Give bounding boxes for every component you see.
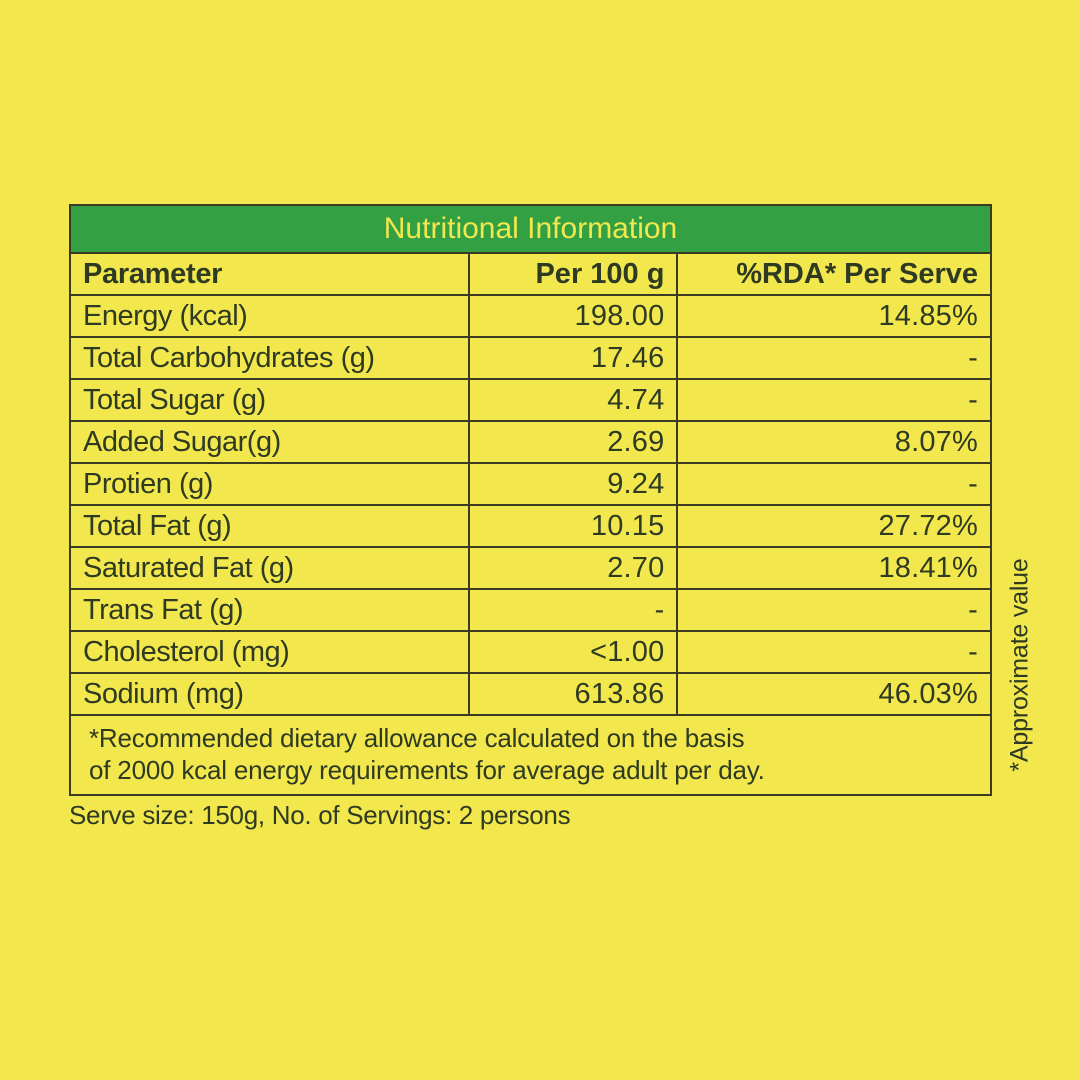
table-row: Sodium (mg) 613.86 46.03% bbox=[68, 672, 992, 716]
row-per-100g: 2.69 bbox=[468, 420, 679, 464]
table-title: Nutritional Information bbox=[69, 204, 992, 254]
serve-size-info: Serve size: 150g, No. of Servings: 2 per… bbox=[69, 800, 571, 830]
table-row: Protien (g) 9.24 - bbox=[68, 462, 992, 506]
row-parameter: Saturated Fat (g) bbox=[68, 546, 471, 590]
row-parameter: Cholesterol (mg) bbox=[68, 630, 471, 674]
row-parameter: Total Fat (g) bbox=[68, 504, 471, 548]
nutrition-panel: Nutritional Information Parameter Per 10… bbox=[68, 204, 992, 796]
row-parameter: Total Sugar (g) bbox=[68, 378, 471, 422]
table-row: Total Carbohydrates (g) 17.46 - bbox=[68, 336, 992, 380]
table-row: Saturated Fat (g) 2.70 18.41% bbox=[68, 546, 992, 590]
table-row: Added Sugar(g) 2.69 8.07% bbox=[68, 420, 992, 464]
row-rda: 18.41% bbox=[676, 546, 992, 590]
table-row: Energy (kcal) 198.00 14.85% bbox=[68, 294, 992, 338]
approximate-value-note: *Approximate value bbox=[1005, 558, 1034, 772]
row-parameter: Total Carbohydrates (g) bbox=[68, 336, 471, 380]
row-rda: 14.85% bbox=[676, 294, 992, 338]
table-row: Total Sugar (g) 4.74 - bbox=[68, 378, 992, 422]
header-rda-per-serve: %RDA* Per Serve bbox=[676, 252, 992, 296]
row-rda: 46.03% bbox=[676, 672, 992, 716]
row-parameter: Trans Fat (g) bbox=[68, 588, 471, 632]
row-per-100g: <1.00 bbox=[468, 630, 679, 674]
footnote-line-2: of 2000 kcal energy requirements for ave… bbox=[89, 755, 765, 785]
row-per-100g: 4.74 bbox=[468, 378, 679, 422]
row-parameter: Added Sugar(g) bbox=[68, 420, 471, 464]
table-row: Total Fat (g) 10.15 27.72% bbox=[68, 504, 992, 548]
row-parameter: Sodium (mg) bbox=[68, 672, 471, 716]
footnote-row: *Recommended dietary allowance calculate… bbox=[69, 714, 992, 796]
row-rda: 27.72% bbox=[676, 504, 992, 548]
row-per-100g: 613.86 bbox=[468, 672, 679, 716]
header-per-100g: Per 100 g bbox=[468, 252, 679, 296]
table-header-row: Parameter Per 100 g %RDA* Per Serve bbox=[68, 252, 992, 296]
table-row: Cholesterol (mg) <1.00 - bbox=[68, 630, 992, 674]
row-parameter: Protien (g) bbox=[68, 462, 471, 506]
row-per-100g: 10.15 bbox=[468, 504, 679, 548]
row-per-100g: 9.24 bbox=[468, 462, 679, 506]
footnote-line-1: *Recommended dietary allowance calculate… bbox=[89, 723, 745, 753]
rda-footnote: *Recommended dietary allowance calculate… bbox=[69, 714, 992, 796]
row-per-100g: 198.00 bbox=[468, 294, 679, 338]
row-per-100g: 17.46 bbox=[468, 336, 679, 380]
table-title-row: Nutritional Information bbox=[69, 204, 992, 254]
header-parameter: Parameter bbox=[68, 252, 471, 296]
nutrition-table: Nutritional Information Parameter Per 10… bbox=[68, 204, 992, 796]
row-rda: - bbox=[676, 462, 992, 506]
row-parameter: Energy (kcal) bbox=[68, 294, 471, 338]
table-row: Trans Fat (g) - - bbox=[68, 588, 992, 632]
row-per-100g: 2.70 bbox=[468, 546, 679, 590]
row-rda: 8.07% bbox=[676, 420, 992, 464]
row-rda: - bbox=[676, 378, 992, 422]
row-per-100g: - bbox=[468, 588, 679, 632]
row-rda: - bbox=[676, 588, 992, 632]
row-rda: - bbox=[676, 630, 992, 674]
row-rda: - bbox=[676, 336, 992, 380]
